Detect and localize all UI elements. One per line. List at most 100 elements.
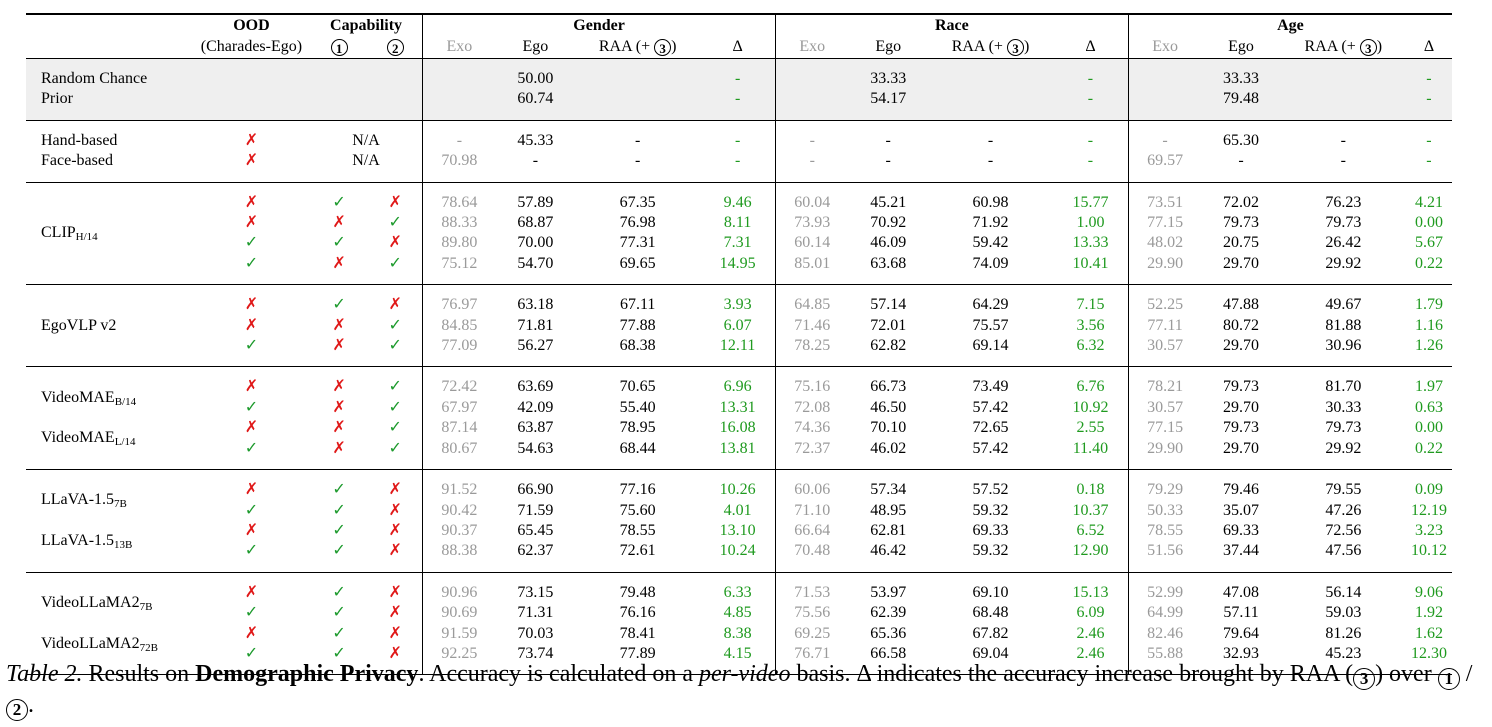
ego-cell: 48.95 xyxy=(870,501,907,519)
heuristic-row: Hand-based ✗ N/A - 45.33 - - - - - - - 65.30 - - xyxy=(26,130,1452,152)
caption-circled-three: 3 xyxy=(1353,668,1376,690)
cross-mark-icon: ✗ xyxy=(332,398,346,416)
raa-cell: 73.49 xyxy=(972,378,1009,396)
exo-cell: 66.64 xyxy=(774,520,849,542)
spacer-row xyxy=(26,274,1452,285)
raa-cell xyxy=(927,89,1054,110)
raa-cell: 69.33 xyxy=(972,521,1009,539)
delta-cell: 12.19 xyxy=(1410,501,1447,519)
capability-1-cell: ✓ xyxy=(310,521,368,541)
delta-cell: 6.96 xyxy=(723,378,752,396)
cross-mark-icon: ✗ xyxy=(244,316,259,334)
ego-cell: 46.50 xyxy=(870,398,907,416)
ego-cell: 60.74 xyxy=(495,89,576,110)
exo-cell: 51.56 xyxy=(1127,541,1202,562)
header-row-2: (Charades-Ego) 1 2 Exo Ego RAA (+ 3) Δ E… xyxy=(26,36,1452,59)
header-gender: Gender xyxy=(422,13,776,36)
raa-cell: 72.56 xyxy=(1325,521,1362,539)
results-table: OOD Capability Gender Race Age (Charades… xyxy=(26,13,1452,676)
capability-1-cell: ✗ xyxy=(310,254,368,274)
delta-cell: - xyxy=(1426,152,1432,170)
capability-2-cell: ✗ xyxy=(368,233,422,253)
ego-cell: 73.74 xyxy=(517,644,554,662)
capability-1-cell: ✗ xyxy=(310,336,368,356)
ego-cell: 66.90 xyxy=(517,481,554,499)
exo-cell xyxy=(422,69,496,90)
delta-cell: 0.18 xyxy=(1076,481,1105,499)
exo-cell: 55.88 xyxy=(1127,643,1202,665)
exo-cell: 60.14 xyxy=(774,233,849,254)
cross-mark-icon: ✗ xyxy=(388,542,402,560)
raa-cell: 45.23 xyxy=(1325,644,1362,662)
exo-cell: 73.93 xyxy=(774,213,849,234)
ood-cell: ✓ xyxy=(193,644,310,664)
raa-cell: - xyxy=(634,131,641,149)
exo-cell: - xyxy=(774,151,849,172)
capability-2-cell: ✓ xyxy=(368,439,422,459)
delta-cell: 0.22 xyxy=(1414,439,1443,457)
capability-1-cell: ✓ xyxy=(310,193,368,213)
spacer-row xyxy=(26,181,1452,193)
raa-cell: 49.67 xyxy=(1325,296,1362,314)
ego-cell: 62.39 xyxy=(870,604,907,622)
exo-cell: 78.25 xyxy=(774,336,849,357)
exo-cell: 77.15 xyxy=(1127,418,1202,439)
ego-cell: 66.58 xyxy=(870,644,907,662)
cross-mark-icon: ✗ xyxy=(244,214,259,232)
raa-cell xyxy=(1280,89,1406,110)
exo-cell xyxy=(774,89,849,110)
ego-cell: 54.63 xyxy=(517,439,554,457)
exo-cell: 69.25 xyxy=(774,623,849,644)
cross-mark-icon: ✗ xyxy=(244,378,259,396)
method-name: Random Chance xyxy=(26,69,193,90)
capability-1-cell: ✓ xyxy=(310,541,368,561)
capability-2-cell: ✗ xyxy=(368,603,422,623)
raa-cell: 77.16 xyxy=(619,481,656,499)
capability-2-cell: ✓ xyxy=(368,213,422,233)
header-exo: Exo xyxy=(422,36,496,59)
ego-cell: 62.81 xyxy=(870,521,907,539)
capability-1-cell: ✓ xyxy=(310,624,368,644)
delta-cell: 8.38 xyxy=(723,624,752,642)
cross-mark-icon: ✗ xyxy=(244,131,259,149)
header-raa: RAA (+ xyxy=(1304,38,1360,55)
ood-cell: ✓ xyxy=(193,398,310,418)
ego-cell: 72.02 xyxy=(1223,193,1260,211)
model-base-name: CLIP xyxy=(41,224,76,242)
ego-cell: 70.03 xyxy=(517,624,554,642)
cross-mark-icon: ✗ xyxy=(244,296,259,314)
ego-cell: 70.00 xyxy=(517,234,554,252)
exo-cell: 90.69 xyxy=(422,603,496,624)
header-ood-sub: (Charades-Ego) xyxy=(200,38,303,55)
exo-cell: 78.55 xyxy=(1127,520,1202,542)
ego-cell: 71.59 xyxy=(517,501,554,519)
capability-1-cell: ✓ xyxy=(310,480,368,500)
raa-cell: 68.38 xyxy=(619,337,656,355)
exo-cell: 70.48 xyxy=(774,541,849,562)
raa-cell: 57.52 xyxy=(972,481,1009,499)
capability-1-cell: ✗ xyxy=(310,439,368,459)
raa-cell: 74.09 xyxy=(972,254,1009,272)
capability-2-cell: ✗ xyxy=(368,624,422,644)
delta-cell: 9.46 xyxy=(723,193,752,211)
raa-cell: 56.14 xyxy=(1325,583,1362,601)
circled-one-badge: 1 xyxy=(330,38,348,56)
ego-cell: 33.33 xyxy=(848,69,928,90)
delta-cell: 5.67 xyxy=(1414,234,1443,252)
raa-cell: 29.92 xyxy=(1325,254,1362,272)
model-row: ✓ ✗ ✓ 75.12 54.70 69.65 14.95 85.01 63.68 74.09 10… xyxy=(26,253,1452,275)
exo-cell xyxy=(1127,89,1202,110)
model-base-name: VideoLLaMA2 xyxy=(41,593,140,611)
ego-cell: 29.70 xyxy=(1223,254,1260,272)
model-row: LLaVA-1.57B ✗ ✓ ✗ 91.52 66.90 77.16 10.26 60.06 5… xyxy=(26,480,1452,510)
raa-cell: 67.82 xyxy=(972,624,1009,642)
model-name: EgoVLP v2 xyxy=(26,295,193,356)
capability-2-cell: ✗ xyxy=(368,521,422,541)
exo-cell: 85.01 xyxy=(774,253,849,275)
check-mark-icon: ✓ xyxy=(244,439,259,457)
model-base-name: VideoLLaMA2 xyxy=(41,634,140,652)
raa-cell: 30.33 xyxy=(1325,398,1362,416)
delta-cell: 2.55 xyxy=(1076,419,1105,437)
capability-cell: N/A xyxy=(352,131,380,149)
model-name: CLIPH/14 xyxy=(26,193,193,275)
